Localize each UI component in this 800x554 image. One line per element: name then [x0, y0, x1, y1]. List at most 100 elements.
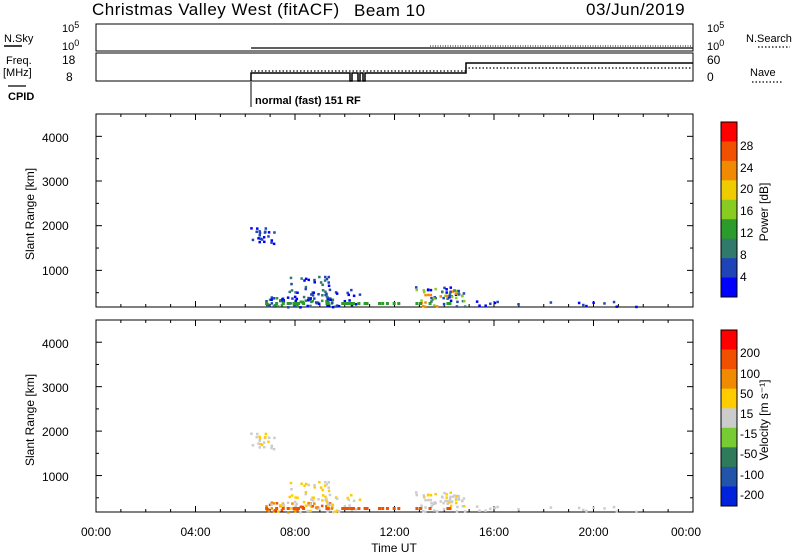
echo-mark [293, 305, 297, 308]
echo-mark [592, 506, 595, 510]
echo-mark [392, 507, 396, 510]
echo-mark [295, 297, 299, 301]
colorbar-segment [721, 238, 737, 259]
echo-mark [324, 290, 327, 293]
echo-mark [439, 500, 442, 503]
echo-mark [457, 494, 460, 498]
cpid-row: CPID normal (fast) 151 RF [8, 82, 361, 107]
echo-mark [251, 238, 255, 242]
echo-mark [304, 492, 307, 496]
echo-mark [463, 510, 467, 513]
echo-mark [321, 294, 324, 297]
echo-mark [346, 291, 349, 295]
colorbar-segment [721, 160, 737, 181]
echo-mark [327, 281, 330, 284]
echo-mark [357, 507, 361, 510]
echo-mark [432, 297, 436, 300]
colorbar-segment [721, 141, 737, 162]
echo-mark [457, 292, 461, 295]
echo-mark [615, 305, 619, 308]
echo-mark [450, 295, 454, 299]
echo-mark [415, 302, 419, 305]
echo-mark [327, 480, 331, 484]
echo-mark [418, 302, 422, 305]
echo-mark [414, 491, 418, 494]
echo-mark [308, 298, 311, 302]
echo-mark [287, 306, 290, 309]
station-title: Christmas Valley West (fitACF) [92, 0, 340, 19]
echo-mark [311, 299, 314, 303]
echo-mark [427, 293, 430, 297]
echo-mark [424, 301, 427, 304]
echo-mark [365, 302, 369, 305]
echo-mark [264, 432, 268, 436]
echo-mark [320, 504, 324, 508]
echo-mark [612, 505, 616, 509]
echo-mark [331, 301, 334, 304]
power-cbar-tick-4: 4 [740, 270, 747, 284]
power-cbar-tick-20: 20 [740, 182, 754, 196]
echo-mark [349, 302, 353, 305]
echo-mark [451, 495, 455, 498]
echo-mark [310, 505, 313, 509]
echo-mark [337, 304, 341, 308]
echo-mark [429, 288, 433, 292]
power-ytick-1000: 1000 [42, 264, 69, 278]
echo-mark [615, 510, 619, 513]
echo-mark [266, 303, 270, 306]
echo-mark [461, 504, 465, 508]
echo-mark [294, 504, 298, 508]
echo-mark [260, 443, 264, 447]
echo-mark [496, 505, 499, 509]
vel-cbar-tick-m200: -200 [740, 488, 764, 502]
echo-mark [422, 290, 426, 294]
echo-mark [346, 496, 349, 500]
echo-mark [310, 293, 313, 296]
echo-mark [462, 292, 466, 295]
echo-mark [259, 237, 262, 241]
vel-cbar-tick-15: 15 [740, 407, 754, 421]
echo-mark [326, 300, 330, 304]
echo-mark [335, 497, 339, 500]
nave-tick-top: 60 [707, 53, 721, 67]
echo-mark [489, 507, 492, 511]
echo-mark [445, 294, 449, 298]
echo-mark [304, 490, 308, 494]
echo-mark [317, 302, 321, 306]
echo-mark [448, 507, 452, 510]
nave-tick-bottom: 0 [707, 70, 714, 84]
echo-mark [256, 227, 259, 230]
echo-mark [273, 304, 277, 307]
velocity-axis-ticks [95, 319, 694, 512]
xtick-2400: 00:00 [671, 525, 701, 539]
echo-mark [300, 277, 303, 280]
echo-mark [635, 305, 638, 309]
echo-mark [319, 281, 323, 284]
echo-mark [255, 435, 258, 439]
echo-mark [267, 509, 271, 513]
echo-mark [347, 293, 351, 297]
echo-mark [325, 497, 328, 501]
echo-mark [259, 442, 262, 446]
power-cbar-tick-12: 12 [740, 226, 754, 240]
echo-mark [327, 486, 330, 489]
nsky-panel: N.Sky 105 100 105 100 N.Search [4, 20, 792, 53]
echo-mark [434, 287, 437, 291]
echo-mark [424, 293, 427, 297]
echo-mark [272, 297, 276, 300]
colorbar-segment [721, 122, 737, 142]
echo-mark [270, 298, 273, 302]
echo-mark [346, 507, 350, 510]
velocity-panel: 4000 3000 2000 1000 Slant Range [km] [23, 319, 694, 514]
echo-mark [324, 495, 327, 499]
echo-mark [294, 302, 298, 305]
echo-mark [267, 440, 270, 444]
echo-mark [449, 504, 453, 508]
power-cbar-tick-8: 8 [740, 248, 747, 262]
echo-mark [303, 484, 306, 487]
xtick-0400: 04:00 [180, 525, 210, 539]
echo-mark [313, 502, 316, 505]
vel-cbar-tick-100: 100 [740, 367, 760, 381]
echo-mark [442, 501, 445, 505]
echo-mark [292, 508, 296, 512]
